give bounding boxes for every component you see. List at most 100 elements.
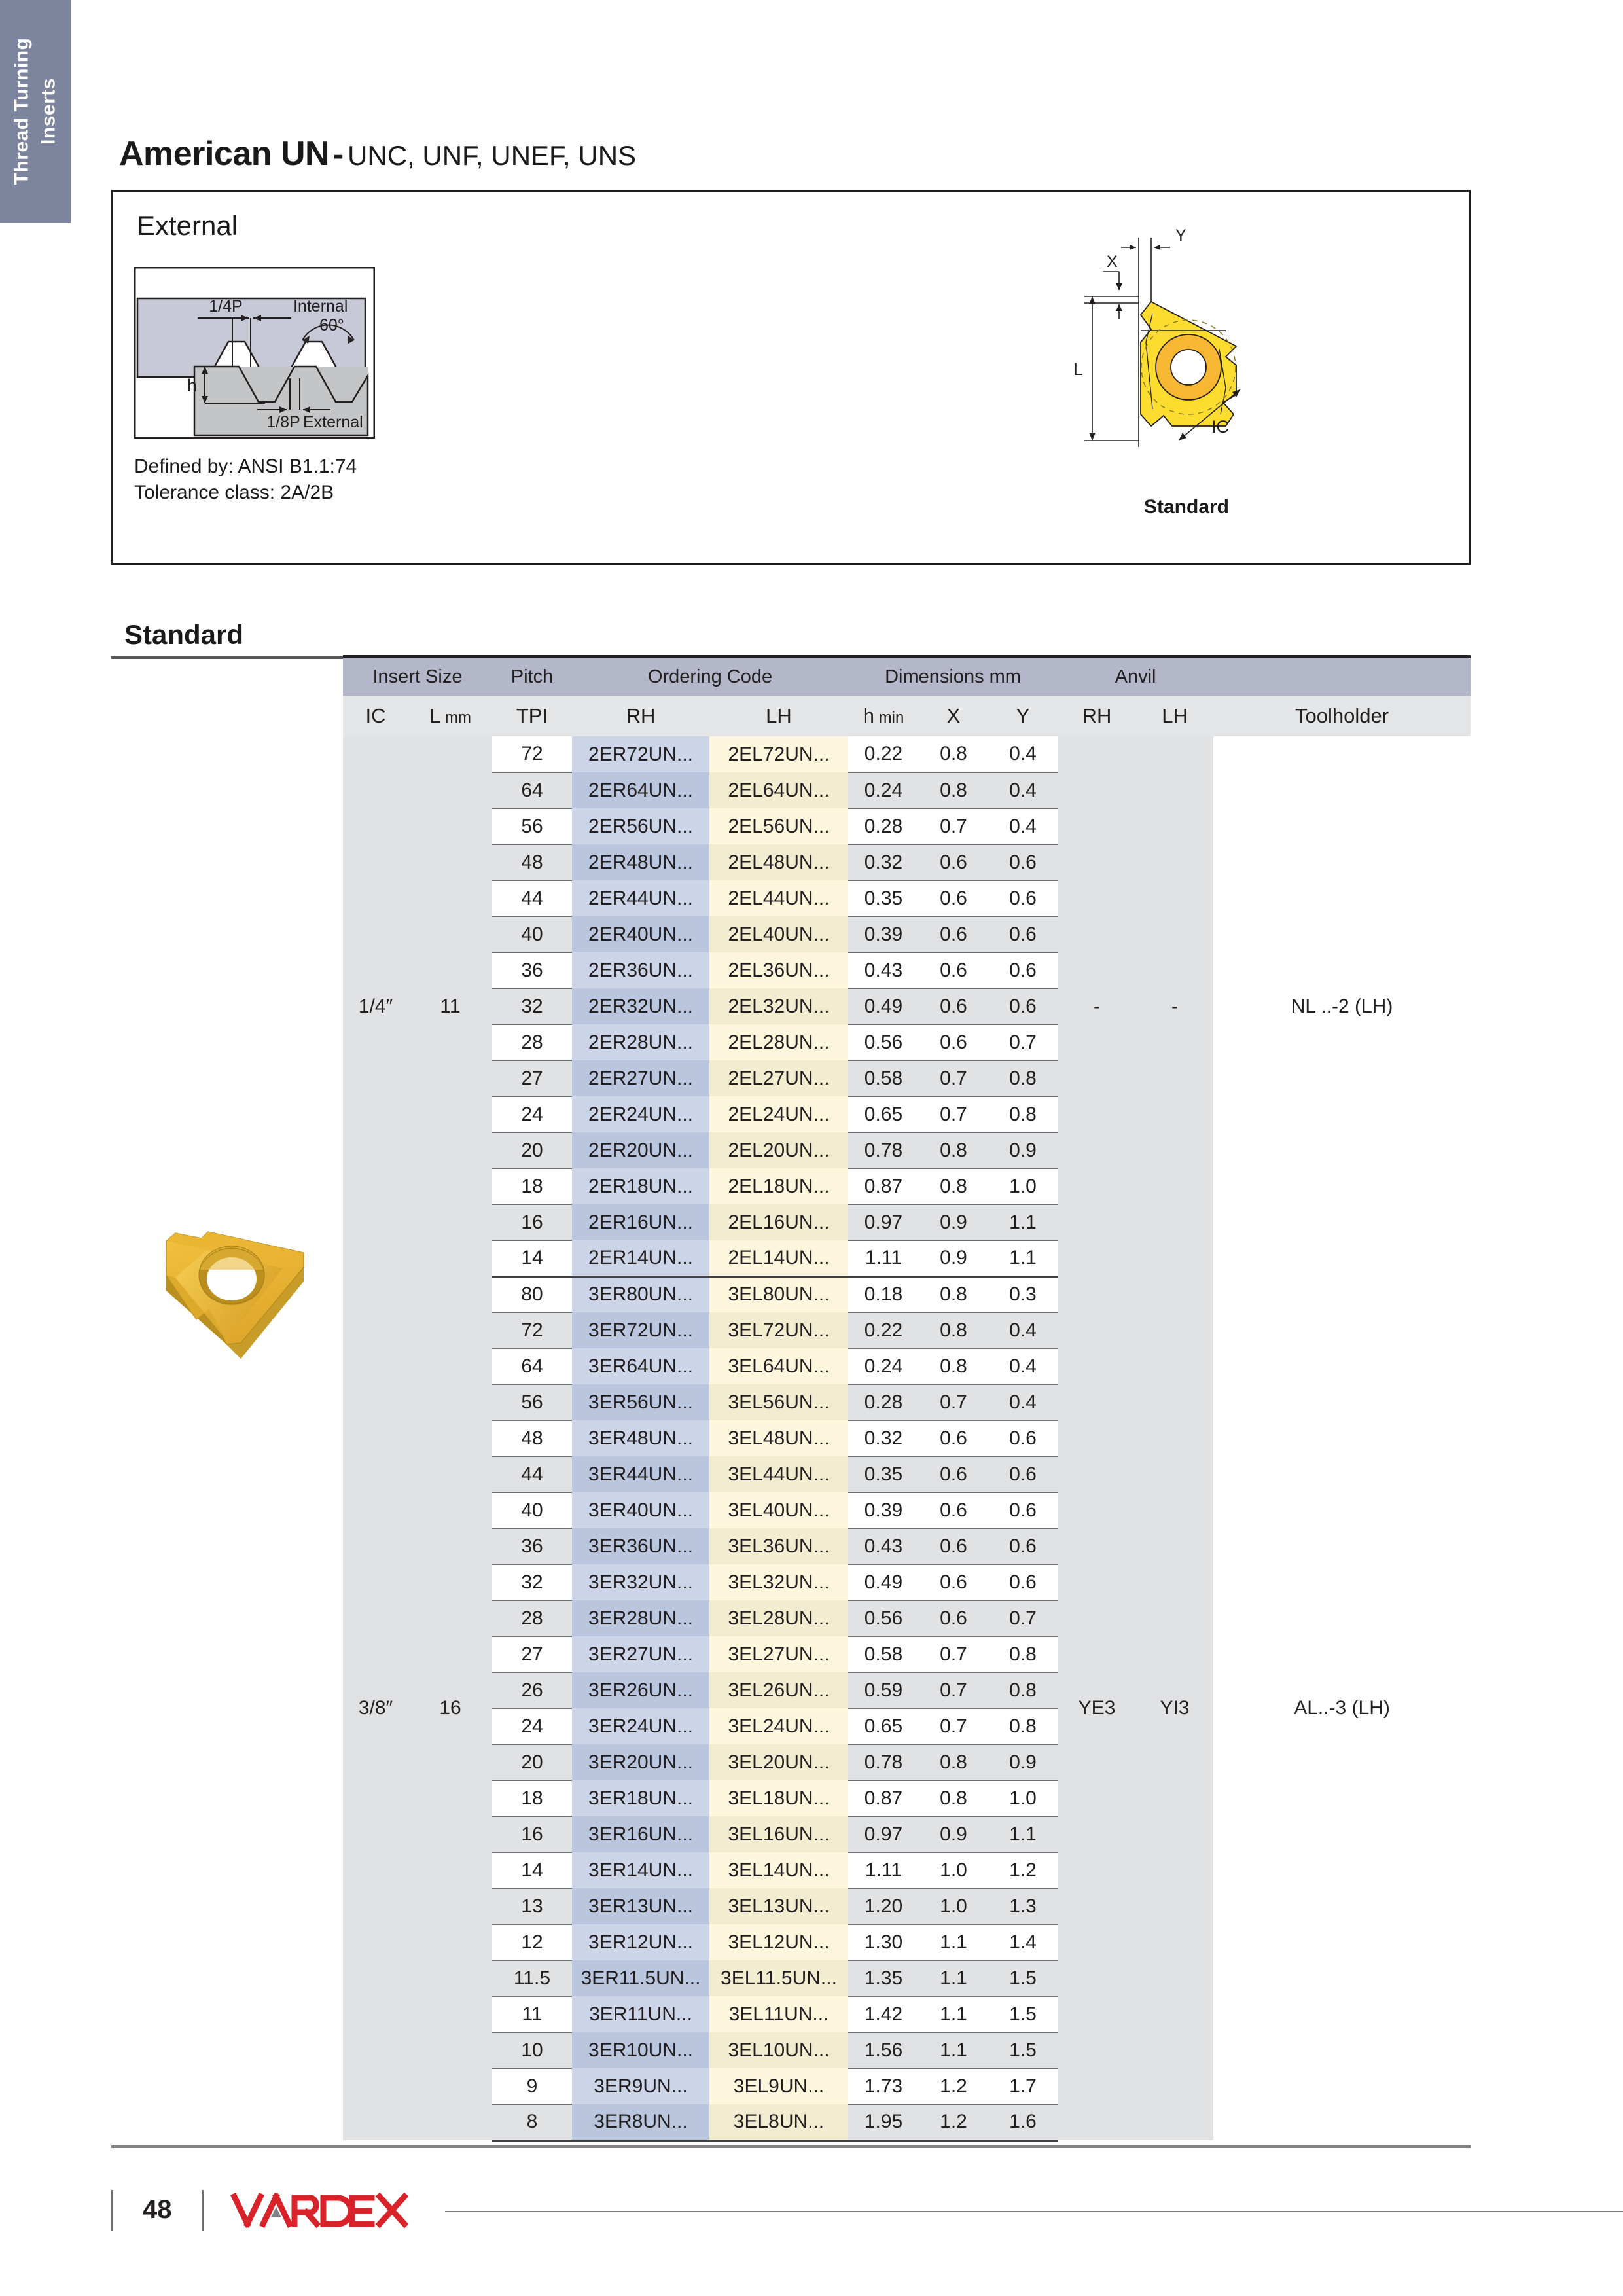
cell-tpi: 26 [492, 1672, 572, 1708]
cell-y: 1.1 [988, 1204, 1058, 1240]
cell-h: 0.65 [848, 1708, 919, 1744]
cell-x: 1.1 [919, 1960, 988, 1996]
cell-tpi: 12 [492, 1924, 572, 1960]
table-row: 32 2ER32UN... 2EL32UN... 0.49 0.6 0.6 [343, 988, 1471, 1024]
cell-anvil-rh: - [1058, 736, 1137, 1276]
cell-tpi: 72 [492, 736, 572, 772]
svg-text:L: L [1073, 359, 1083, 379]
cell-lh: 3EL16UN... [709, 1816, 848, 1852]
table-row: 20 3ER20UN... 3EL20UN... 0.78 0.8 0.9 [343, 1744, 1471, 1780]
cell-h: 1.56 [848, 2032, 919, 2068]
cell-rh: 3ER11.5UN... [572, 1960, 709, 1996]
cell-rh: 3ER14UN... [572, 1852, 709, 1888]
group-header-pitch: Pitch [492, 658, 572, 696]
cell-tpi: 27 [492, 1060, 572, 1096]
cell-rh: 3ER27UN... [572, 1636, 709, 1672]
cell-rh: 2ER56UN... [572, 808, 709, 844]
cell-rh: 3ER24UN... [572, 1708, 709, 1744]
cell-lh: 2EL20UN... [709, 1132, 848, 1168]
cell-rh: 2ER27UN... [572, 1060, 709, 1096]
cell-lh: 2EL28UN... [709, 1024, 848, 1060]
cell-x: 0.7 [919, 1672, 988, 1708]
cell-h: 0.24 [848, 772, 919, 808]
cell-tpi: 48 [492, 1420, 572, 1456]
cell-tpi: 8 [492, 2104, 572, 2142]
cell-tpi: 40 [492, 916, 572, 952]
cell-lh: 3EL72UN... [709, 1312, 848, 1348]
cell-tpi: 64 [492, 772, 572, 808]
cell-lh: 3EL44UN... [709, 1456, 848, 1492]
col-header-anvil-lh: LH [1136, 696, 1214, 736]
cell-lh: 3EL27UN... [709, 1636, 848, 1672]
group-header-anvil: Anvil [1058, 658, 1214, 696]
cell-rh: 3ER48UN... [572, 1420, 709, 1456]
col-header-toolholder: Toolholder [1213, 696, 1471, 736]
svg-text:h: h [187, 376, 197, 395]
cell-lh: 2EL48UN... [709, 844, 848, 880]
cell-h: 1.73 [848, 2068, 919, 2104]
standard-reference-caption: Defined by: ANSI B1.1:74 Tolerance class… [134, 456, 357, 503]
cell-tpi: 56 [492, 1384, 572, 1420]
cell-y: 0.6 [988, 1492, 1058, 1528]
cell-y: 1.7 [988, 2068, 1058, 2104]
cell-x: 0.8 [919, 1168, 988, 1204]
cell-h: 1.30 [848, 1924, 919, 1960]
cell-h: 0.28 [848, 1384, 919, 1420]
cell-y: 0.8 [988, 1096, 1058, 1132]
cell-x: 0.6 [919, 988, 988, 1024]
cell-tpi: 72 [492, 1312, 572, 1348]
cell-tpi: 27 [492, 1636, 572, 1672]
cell-x: 0.6 [919, 952, 988, 988]
cell-lh: 3EL18UN... [709, 1780, 848, 1816]
cell-y: 0.6 [988, 952, 1058, 988]
cell-y: 1.2 [988, 1852, 1058, 1888]
cell-rh: 3ER64UN... [572, 1348, 709, 1384]
cell-h: 1.11 [848, 1240, 919, 1278]
table-row: 12 3ER12UN... 3EL12UN... 1.30 1.1 1.4 [343, 1924, 1471, 1960]
cell-rh: 3ER16UN... [572, 1816, 709, 1852]
cell-h: 0.78 [848, 1132, 919, 1168]
table-row: 64 2ER64UN... 2EL64UN... 0.24 0.8 0.4 [343, 772, 1471, 808]
cell-lh: 2EL72UN... [709, 736, 848, 772]
cell-lh: 2EL32UN... [709, 988, 848, 1024]
table-top-rule [343, 655, 1471, 658]
cell-y: 0.6 [988, 916, 1058, 952]
cell-toolholder: AL..-3 (LH) [1213, 1276, 1471, 2140]
cell-tpi: 44 [492, 1456, 572, 1492]
cell-tpi: 13 [492, 1888, 572, 1924]
cell-h: 1.35 [848, 1960, 919, 1996]
cell-x: 0.9 [919, 1204, 988, 1240]
cell-rh: 3ER32UN... [572, 1564, 709, 1600]
footer-divider-right [202, 2190, 204, 2231]
table-row: 44 2ER44UN... 2EL44UN... 0.35 0.6 0.6 [343, 880, 1471, 916]
cell-y: 1.1 [988, 1816, 1058, 1852]
cell-lh: 3EL80UN... [709, 1276, 848, 1312]
cell-rh: 3ER80UN... [572, 1276, 709, 1312]
cell-y: 0.8 [988, 1708, 1058, 1744]
cell-x: 0.7 [919, 808, 988, 844]
cell-tpi: 20 [492, 1744, 572, 1780]
cell-tpi: 11.5 [492, 1960, 572, 1996]
page-title-main: American UN [119, 135, 330, 173]
cell-h: 1.11 [848, 1852, 919, 1888]
footer-divider-left [111, 2190, 113, 2231]
table-row: 24 2ER24UN... 2EL24UN... 0.65 0.7 0.8 [343, 1096, 1471, 1132]
cell-rh: 3ER20UN... [572, 1744, 709, 1780]
cell-tpi: 28 [492, 1024, 572, 1060]
cell-h: 0.22 [848, 1312, 919, 1348]
cell-h: 0.65 [848, 1096, 919, 1132]
cell-tpi: 24 [492, 1708, 572, 1744]
cell-rh: 2ER44UN... [572, 880, 709, 916]
svg-text:External: External [303, 413, 363, 431]
table-row: 48 3ER48UN... 3EL48UN... 0.32 0.6 0.6 [343, 1420, 1471, 1456]
cell-y: 0.4 [988, 1348, 1058, 1384]
external-panel-label: External [137, 210, 238, 241]
page-footer: 48 [111, 2186, 1623, 2245]
side-tab-thread-turning-inserts: Thread Turning Inserts [0, 0, 71, 223]
cell-h: 0.56 [848, 1600, 919, 1636]
cell-x: 0.6 [919, 1456, 988, 1492]
svg-text:Y: Y [1175, 226, 1186, 245]
cell-rh: 3ER44UN... [572, 1456, 709, 1492]
table-row: 26 3ER26UN... 3EL26UN... 0.59 0.7 0.8 [343, 1672, 1471, 1708]
